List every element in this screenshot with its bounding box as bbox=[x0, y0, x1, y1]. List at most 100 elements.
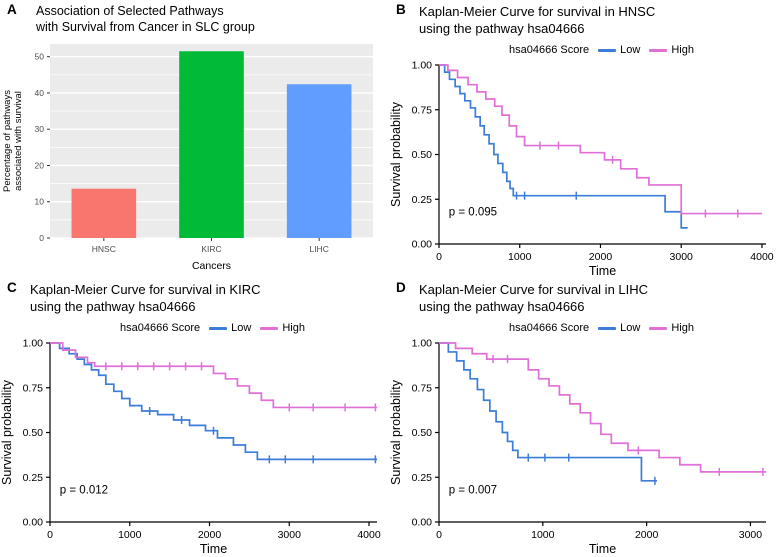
y-tick-label: 0.50 bbox=[412, 427, 433, 439]
legend-label-low: Low bbox=[620, 44, 641, 56]
legend-title: hsa04666 Score bbox=[509, 44, 590, 56]
panel-title-d: Kaplan-Meier Curve for survival in LIHC … bbox=[419, 282, 649, 314]
x-tick-label: 0 bbox=[436, 251, 442, 263]
km-plot: 0 1000 2000 3000 4000 0.00 0.25 0.50 0.75 1.00 Tim… bbox=[0, 338, 381, 557]
panel-title-a: Association of Selected Pathways with Su… bbox=[36, 4, 255, 34]
panel-letter-a: A bbox=[7, 2, 17, 17]
legend-entry-high: High bbox=[649, 322, 694, 334]
bar-chart-pathway-association: 0 10 20 30 40 50 HNSC KIRC LIHC Cancers Percentage… bbox=[0, 38, 389, 278]
legend-title: hsa04666 Score bbox=[120, 322, 201, 334]
legend-swatch-low bbox=[209, 326, 228, 330]
x-tick-label: KIRC bbox=[201, 244, 221, 254]
y-tick-label: 0.25 bbox=[412, 194, 433, 206]
y-tick-label: 0.75 bbox=[412, 104, 433, 116]
y-axis-title: associated with survival bbox=[13, 91, 24, 191]
x-tick-label: 3000 bbox=[739, 529, 763, 541]
y-tick-label: 0.00 bbox=[23, 517, 44, 529]
km-line-low bbox=[50, 342, 377, 461]
panel-B: B Kaplan-Meier Curve for survival in HNS… bbox=[389, 0, 778, 278]
km-curve-lihc: hsa04666 Score Low High 0 1000 2000 3000 0.00 0.… bbox=[389, 318, 778, 556]
y-tick-label: 40 bbox=[35, 88, 45, 98]
panel-title-c: Kaplan-Meier Curve for survival in KIRC … bbox=[30, 282, 261, 314]
bar-plot: 0 10 20 30 40 50 HNSC KIRC LIHC Cancers Percentage… bbox=[2, 44, 373, 272]
km-curve-hnsc: hsa04666 Score Low High 0 1000 2000 3000 4000 0.… bbox=[389, 40, 778, 278]
legend-entry-high: High bbox=[649, 44, 694, 56]
x-axis-title: Time bbox=[200, 542, 227, 556]
p-value: p = 0.007 bbox=[449, 484, 497, 496]
y-tick-label: 0.00 bbox=[412, 517, 433, 529]
km-legend: hsa04666 Score Low High bbox=[0, 318, 389, 338]
legend-swatch-low bbox=[598, 48, 617, 52]
x-tick-label: 2000 bbox=[198, 529, 222, 541]
y-tick-label: 0.25 bbox=[23, 472, 44, 484]
y-tick-label: 0.50 bbox=[23, 427, 44, 439]
y-axis-title: Survival probability bbox=[0, 379, 14, 485]
x-tick-label: 3000 bbox=[670, 251, 694, 263]
legend-entry-low: Low bbox=[598, 322, 640, 334]
x-axis-title: Cancers bbox=[192, 260, 231, 272]
legend-entry-high: High bbox=[260, 322, 305, 334]
legend-label-high: High bbox=[282, 322, 305, 334]
x-tick-label: 2000 bbox=[635, 529, 659, 541]
x-tick-label: 0 bbox=[47, 529, 53, 541]
y-tick-label: 0.50 bbox=[412, 149, 433, 161]
km-plot: 0 1000 2000 3000 0.00 0.25 0.50 0.75 1.00 Time Sur… bbox=[389, 338, 766, 556]
y-tick-label: 1.00 bbox=[412, 338, 433, 350]
x-tick-label: HNSC bbox=[92, 244, 116, 254]
x-axis-title: Time bbox=[589, 264, 616, 278]
panel-title-b: Kaplan-Meier Curve for survival in HNSC … bbox=[419, 4, 656, 36]
km-line-high bbox=[439, 64, 762, 215]
y-tick-label: 10 bbox=[35, 197, 45, 207]
legend-label-low: Low bbox=[620, 322, 641, 334]
y-tick-label: 50 bbox=[35, 52, 45, 62]
legend-label-high: High bbox=[671, 322, 694, 334]
legend-label-low: Low bbox=[231, 322, 252, 334]
legend-swatch-high bbox=[649, 326, 668, 330]
x-tick-label: 1000 bbox=[118, 529, 142, 541]
x-tick-label: 1000 bbox=[531, 529, 555, 541]
km-line-high bbox=[439, 342, 766, 473]
bar-hnsc bbox=[71, 188, 137, 238]
p-value: p = 0.095 bbox=[449, 206, 497, 218]
legend-swatch-low bbox=[598, 326, 617, 330]
x-tick-label: 4000 bbox=[750, 251, 774, 263]
legend-swatch-high bbox=[649, 48, 668, 52]
km-legend: hsa04666 Score Low High bbox=[389, 318, 778, 338]
p-value: p = 0.012 bbox=[60, 484, 108, 496]
y-tick-label: 0.75 bbox=[23, 382, 44, 394]
km-line-low bbox=[439, 64, 688, 229]
bar-kirc bbox=[179, 51, 244, 238]
y-tick-label: 1.00 bbox=[412, 60, 433, 72]
legend-label-high: High bbox=[671, 44, 694, 56]
y-tick-label: 0.25 bbox=[412, 472, 433, 484]
legend-entry-low: Low bbox=[598, 44, 640, 56]
legend-title: hsa04666 Score bbox=[509, 322, 590, 334]
y-tick-label: 0 bbox=[39, 233, 44, 243]
km-line-low bbox=[439, 342, 657, 482]
panel-D: D Kaplan-Meier Curve for survival in LIH… bbox=[389, 278, 778, 557]
x-tick-label: 2000 bbox=[589, 251, 613, 263]
y-tick-label: 0.75 bbox=[412, 382, 433, 394]
km-plot: 0 1000 2000 3000 4000 0.00 0.25 0.50 0.75 1.00 Tim… bbox=[389, 60, 774, 279]
x-tick-label: 0 bbox=[436, 529, 442, 541]
km-line-high bbox=[50, 342, 377, 409]
x-tick-label: 4000 bbox=[357, 529, 381, 541]
legend-swatch-high bbox=[260, 326, 279, 330]
legend-entry-low: Low bbox=[209, 322, 251, 334]
y-tick-label: 1.00 bbox=[23, 338, 44, 350]
y-axis-title: Survival probability bbox=[389, 101, 403, 207]
x-axis-title: Time bbox=[589, 542, 616, 556]
x-tick-label: 1000 bbox=[508, 251, 532, 263]
y-tick-label: 20 bbox=[35, 160, 45, 170]
panel-C: C Kaplan-Meier Curve for survival in KIR… bbox=[0, 278, 389, 557]
panel-letter-d: D bbox=[396, 280, 406, 295]
y-axis-title: Percentage of pathways bbox=[2, 90, 13, 192]
x-tick-label: LIHC bbox=[309, 244, 328, 254]
bar-lihc bbox=[286, 84, 352, 239]
y-tick-label: 30 bbox=[35, 124, 45, 134]
panel-A: A Association of Selected Pathways with … bbox=[0, 0, 389, 278]
y-tick-label: 0.00 bbox=[412, 239, 433, 251]
panel-letter-c: C bbox=[7, 280, 17, 295]
x-tick-label: 3000 bbox=[278, 529, 302, 541]
